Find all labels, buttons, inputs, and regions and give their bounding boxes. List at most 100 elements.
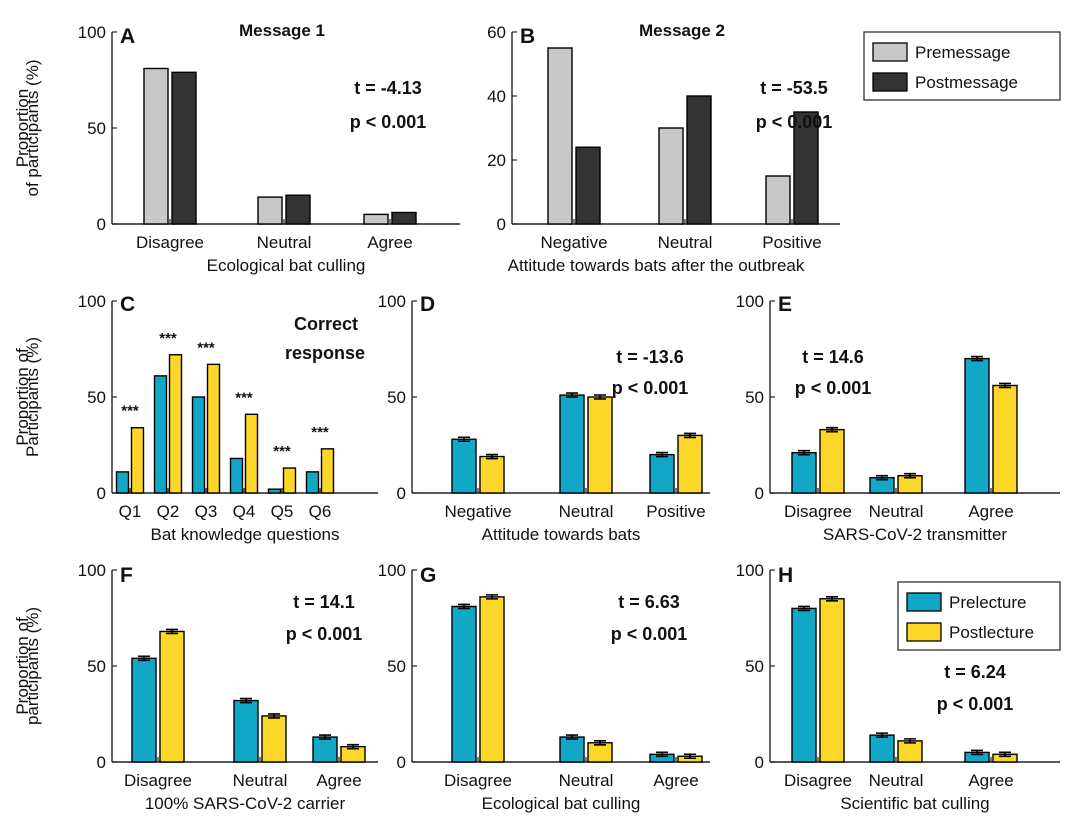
error-bar: [826, 596, 838, 602]
x-tick-label: Disagree: [784, 502, 852, 521]
y-tick-label: 0: [755, 753, 764, 772]
error-bar: [876, 732, 888, 738]
y-axis-label: of participants (%): [23, 60, 42, 197]
bar-prelecture-neutral: [869, 734, 895, 763]
y-axis-label: Proportion of: [13, 617, 32, 715]
x-tick-label: Disagree: [124, 771, 192, 790]
bar-prelecture-disagree: [451, 605, 477, 763]
panel-c: 0 50 100 Q1 *** Q2 *** Q3 *** Q4 *** Q5 *** Q6 *** Bat …: [13, 292, 378, 544]
panel-g: 0 50 100 Disagree Neutral Agree Ecological bat…: [378, 561, 710, 813]
bar-postmessage-agree: [391, 211, 417, 225]
bar-postlecture-neutral: [587, 396, 613, 494]
bar-prelecture-q4: [229, 457, 244, 494]
y-tick-label: 0: [397, 753, 406, 772]
x-tick-label: Neutral: [658, 233, 713, 252]
error-bar: [240, 697, 252, 704]
error-bar: [971, 355, 983, 362]
bar-prelecture-agree: [312, 736, 338, 763]
panel-letter: F: [120, 564, 133, 587]
t-statistic: t = -53.5: [760, 78, 828, 98]
legend-swatch-postmessage: [872, 72, 908, 92]
x-tick-label: Q4: [233, 502, 256, 521]
bar-prelecture-neutral: [559, 736, 585, 763]
x-tick-label: Q1: [119, 502, 142, 521]
bar-prelecture-disagree: [791, 607, 817, 763]
significance-marker: ***: [197, 339, 215, 356]
error-bar: [904, 738, 916, 744]
error-bar: [166, 628, 178, 635]
legend-swatch-prelecture: [906, 592, 942, 612]
y-tick-label: 50: [387, 388, 406, 407]
legend-message: Premessage Postmessage: [863, 31, 1061, 101]
error-bar: [566, 392, 578, 398]
x-axis-label: Scientific bat culling: [840, 794, 989, 813]
error-bar: [486, 594, 498, 600]
x-axis-label: Attitude towards bats after the outbreak: [508, 256, 805, 275]
panel-letter: H: [778, 564, 793, 587]
panel-b: 0 20 40 60 Negative Neutral Positive Attitude t…: [487, 21, 840, 275]
legend-label-postlecture: Postlecture: [949, 623, 1034, 642]
x-axis-label: Attitude towards bats: [482, 525, 641, 544]
error-bar: [458, 436, 470, 443]
error-bar: [656, 451, 668, 458]
y-tick-label: 100: [78, 561, 106, 580]
t-statistic: t = 6.24: [944, 662, 1006, 682]
x-tick-label: Positive: [762, 233, 822, 252]
bar-prelecture-q5: [267, 488, 282, 494]
panel-f: 0 50 100 Disagree Neutral Agree 100% SARS-CoV-…: [13, 561, 378, 813]
error-bar: [826, 426, 838, 433]
panel-title: Message 1: [239, 21, 325, 40]
y-tick-label: 50: [745, 657, 764, 676]
t-statistic: t = 14.1: [293, 592, 355, 612]
bar-prelecture-q3: [191, 396, 206, 494]
error-bar: [656, 751, 668, 758]
y-tick-label: 100: [78, 23, 106, 42]
t-statistic: t = -13.6: [616, 347, 684, 367]
x-tick-label: Agree: [367, 233, 412, 252]
x-tick-label: Positive: [646, 502, 706, 521]
bar-prelecture-negative: [451, 438, 477, 494]
x-tick-label: Neutral: [559, 771, 614, 790]
x-tick-label: Neutral: [559, 502, 614, 521]
x-axis-label: Ecological bat culling: [482, 794, 641, 813]
significance-marker: ***: [121, 403, 139, 420]
bar-prelecture-positive: [649, 453, 675, 494]
x-tick-label: Negative: [540, 233, 607, 252]
error-bar: [347, 743, 359, 750]
y-axis-label: Participants (%): [23, 337, 42, 457]
x-tick-label: Agree: [968, 771, 1013, 790]
error-bar: [999, 382, 1011, 389]
x-tick-label: Neutral: [869, 502, 924, 521]
error-bar: [319, 734, 331, 740]
panel-letter: B: [520, 25, 535, 48]
correct-response-annotation: response: [285, 343, 365, 363]
legend-swatch-premessage: [872, 42, 908, 62]
x-axis-label: Bat knowledge questions: [150, 525, 339, 544]
x-axis-label: SARS-CoV-2 transmitter: [823, 525, 1008, 544]
panel-letter: C: [120, 293, 135, 316]
y-tick-label: 0: [97, 484, 106, 503]
t-statistic: t = 6.63: [618, 592, 680, 612]
bar-postlecture-neutral: [261, 715, 287, 763]
error-bar: [999, 751, 1011, 758]
panel-letter: E: [778, 293, 792, 316]
bar-postlecture-positive: [677, 434, 703, 494]
legend-lecture: Prelecture Postlecture: [897, 581, 1061, 651]
bar-postlecture-q4: [244, 413, 259, 494]
x-axis-label: Ecological bat culling: [207, 256, 366, 275]
bar-postmessage-neutral: [686, 95, 712, 225]
bar-postlecture-neutral: [897, 740, 923, 763]
y-tick-label: 50: [745, 388, 764, 407]
bar-postmessage-negative: [575, 146, 601, 225]
y-tick-label: 100: [736, 561, 764, 580]
x-tick-label: Neutral: [869, 771, 924, 790]
y-tick-label: 100: [736, 292, 764, 311]
bar-premessage-negative: [547, 47, 573, 225]
y-tick-label: 20: [487, 151, 506, 170]
bar-postlecture-negative: [479, 455, 505, 494]
bar-postlecture-disagree: [479, 596, 505, 763]
x-tick-label: Q5: [271, 502, 294, 521]
error-bar: [971, 749, 983, 756]
